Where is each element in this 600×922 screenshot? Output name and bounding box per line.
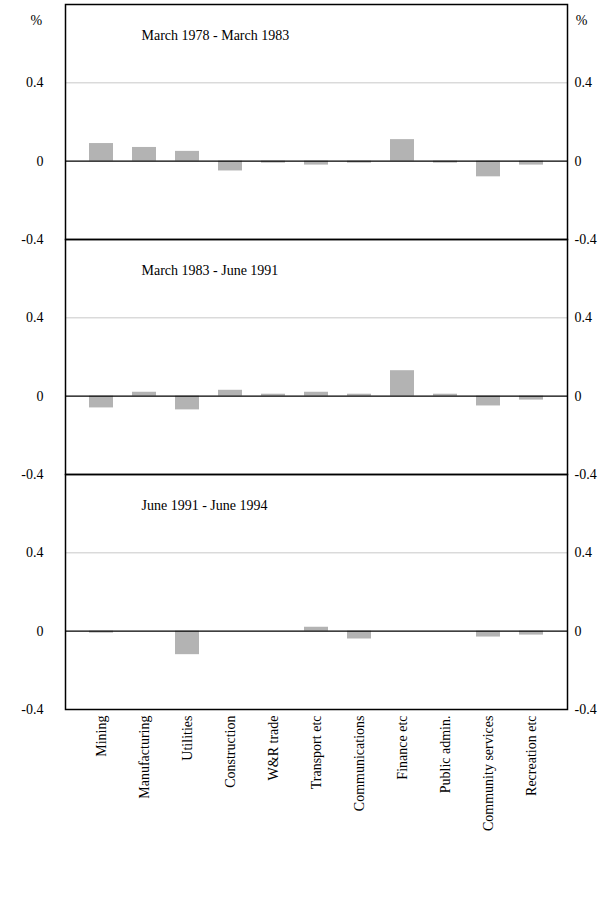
svg-text:Utilities: Utilities: [180, 716, 195, 761]
svg-text:-0.4: -0.4: [575, 702, 597, 717]
svg-text:Public admin.: Public admin.: [438, 716, 453, 794]
svg-text:0: 0: [575, 154, 582, 169]
svg-text:Community services: Community services: [481, 716, 496, 832]
svg-text:0.4: 0.4: [575, 75, 593, 90]
svg-text:Manufacturing: Manufacturing: [137, 716, 152, 799]
svg-text:Construction: Construction: [223, 716, 238, 788]
svg-text:Transport etc: Transport etc: [309, 716, 324, 790]
svg-text:June 1991 - June 1994: June 1991 - June 1994: [142, 498, 268, 513]
svg-text:0.4: 0.4: [26, 545, 44, 560]
svg-text:0.4: 0.4: [26, 310, 44, 325]
svg-text:Mining: Mining: [94, 716, 109, 757]
svg-text:0: 0: [37, 154, 44, 169]
svg-text:-0.4: -0.4: [21, 232, 43, 247]
svg-text:-0.4: -0.4: [575, 467, 597, 482]
svg-text:March 1983 - June 1991: March 1983 - June 1991: [142, 263, 279, 278]
svg-text:Recreation etc: Recreation etc: [524, 716, 539, 796]
svg-text:Finance etc: Finance etc: [395, 716, 410, 780]
svg-text:%: %: [576, 13, 588, 28]
svg-text:0.4: 0.4: [26, 75, 44, 90]
svg-text:0: 0: [575, 389, 582, 404]
svg-text:-0.4: -0.4: [21, 467, 43, 482]
svg-text:%: %: [31, 13, 43, 28]
svg-text:Communications: Communications: [352, 716, 367, 812]
svg-text:0: 0: [37, 389, 44, 404]
svg-text:0: 0: [37, 624, 44, 639]
svg-text:0.4: 0.4: [575, 310, 593, 325]
svg-text:-0.4: -0.4: [575, 232, 597, 247]
svg-text:March 1978 - March 1983: March 1978 - March 1983: [142, 28, 290, 43]
svg-text:0.4: 0.4: [575, 545, 593, 560]
svg-text:-0.4: -0.4: [21, 702, 43, 717]
svg-text:0: 0: [575, 624, 582, 639]
svg-text:W&R trade: W&R trade: [266, 716, 281, 781]
